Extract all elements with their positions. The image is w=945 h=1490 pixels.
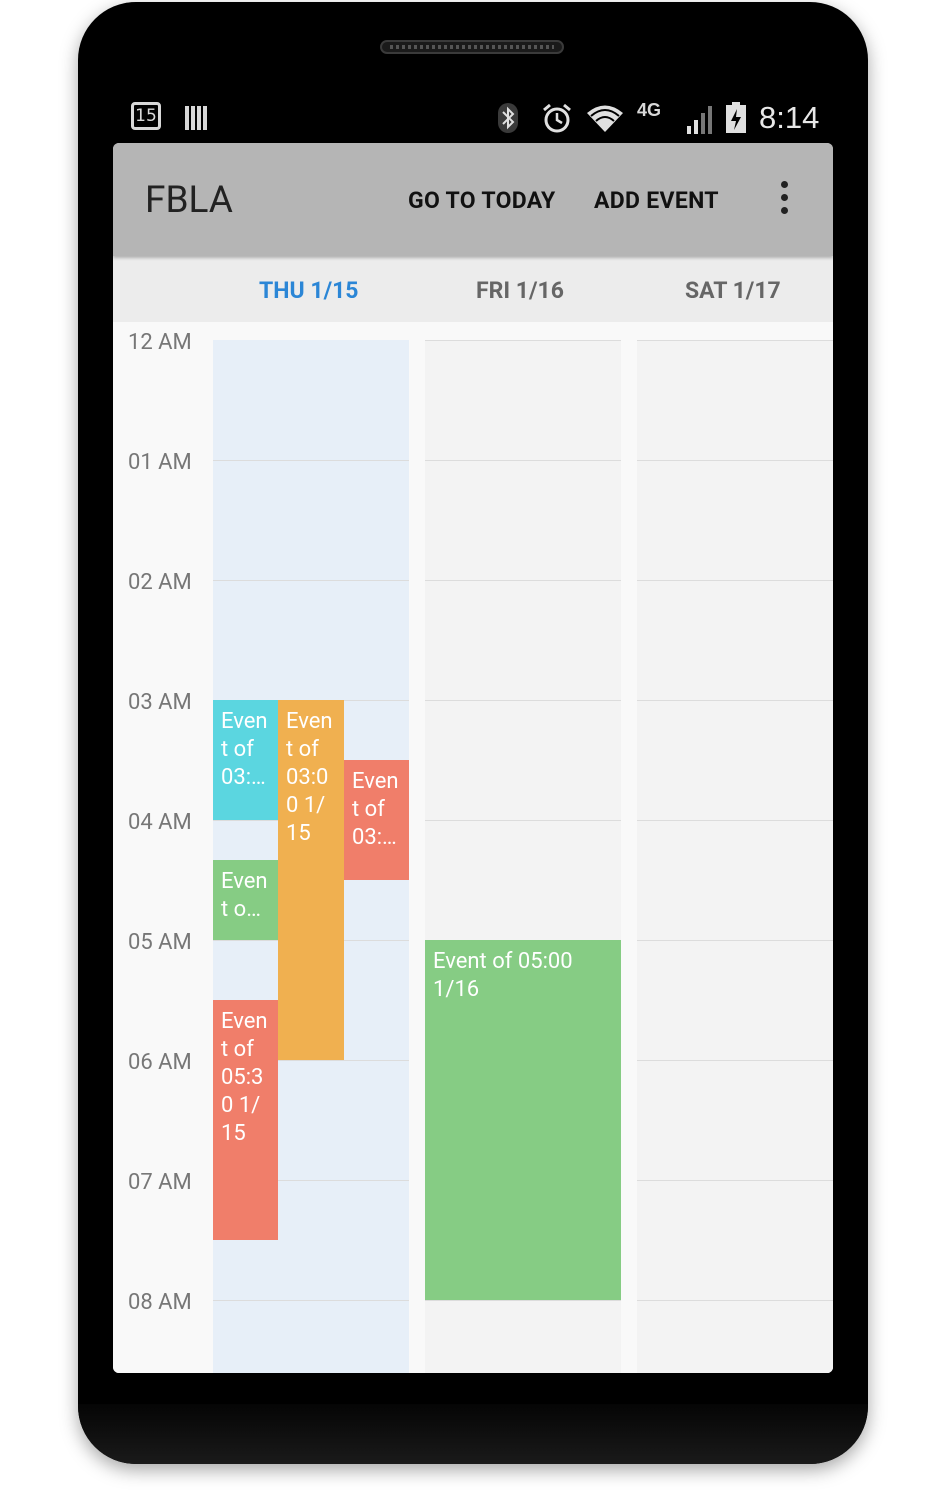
wifi-icon xyxy=(587,105,623,132)
hour-label: 01 AM xyxy=(128,450,192,475)
app-title: FBLA xyxy=(145,179,233,222)
hour-label: 12 AM xyxy=(128,330,192,355)
calendar-notification-icon: 15 xyxy=(131,102,161,130)
hour-label: 03 AM xyxy=(128,690,192,715)
day-header-row: THU 1/15 FRI 1/16 SAT 1/17 xyxy=(113,256,833,322)
calendar-event[interactable]: Event of 05:00 1/16 xyxy=(425,940,621,1300)
calendar-event[interactable]: Event o… xyxy=(213,860,278,940)
calendar-event[interactable]: Event of 03:… xyxy=(344,760,409,880)
hour-label: 07 AM xyxy=(128,1170,192,1195)
week-view-grid[interactable]: 12 AM 01 AM 02 AM 03 AM 04 AM 05 AM 06 A… xyxy=(113,322,833,1373)
overflow-menu-icon[interactable] xyxy=(773,181,795,221)
calendar-event[interactable]: Event of 03:00 1/15 xyxy=(278,700,344,1060)
status-bar: 15 4G 8:14 xyxy=(113,96,833,142)
hour-label: 04 AM xyxy=(128,810,192,835)
battery-charging-icon xyxy=(726,102,746,133)
alarm-clock-icon xyxy=(543,103,571,133)
hour-label: 02 AM xyxy=(128,570,192,595)
calendar-event[interactable]: Event of 03:… xyxy=(213,700,278,820)
action-bar: FBLA GO TO TODAY ADD EVENT xyxy=(113,143,833,256)
hour-label: 06 AM xyxy=(128,1050,192,1075)
earpiece-speaker xyxy=(380,40,564,54)
day-header-thu[interactable]: THU 1/15 xyxy=(259,277,359,304)
add-event-button[interactable]: ADD EVENT xyxy=(594,187,719,214)
network-type-label: 4G xyxy=(637,100,662,120)
calendar-event[interactable]: Event of 05:30 1/15 xyxy=(213,1000,278,1240)
clock: 8:14 xyxy=(759,100,820,135)
hour-label: 05 AM xyxy=(128,930,192,955)
phone-bottom-edge xyxy=(78,1404,868,1464)
app-screen: FBLA GO TO TODAY ADD EVENT THU 1/15 FRI … xyxy=(113,143,833,1373)
go-to-today-button[interactable]: GO TO TODAY xyxy=(408,187,556,214)
bluetooth-icon xyxy=(498,103,518,133)
signal-strength-icon xyxy=(687,106,712,134)
day-header-fri[interactable]: FRI 1/16 xyxy=(476,277,564,304)
day-column-sat[interactable] xyxy=(637,340,833,1373)
day-header-sat[interactable]: SAT 1/17 xyxy=(685,277,781,304)
barcode-notification-icon xyxy=(185,106,207,130)
hour-label: 08 AM xyxy=(128,1290,192,1315)
